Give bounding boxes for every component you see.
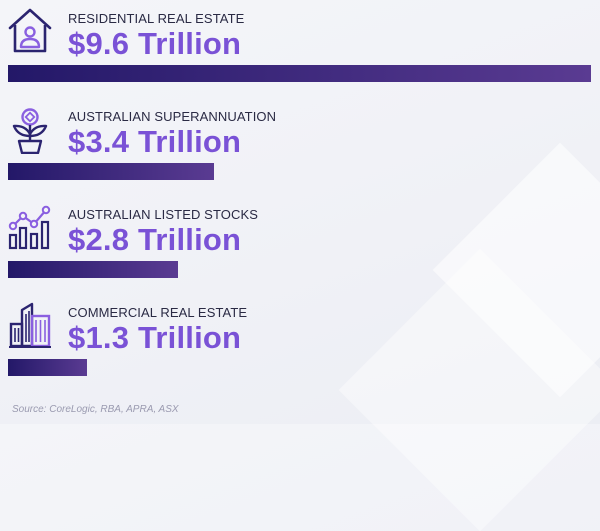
value-label: $2.8 Trillion: [68, 222, 242, 257]
chart-row: AUSTRALIAN SUPERANNUATION $3.4 Trillion: [0, 98, 600, 198]
line-bar-chart-icon: [8, 205, 51, 250]
chart-row: AUSTRALIAN LISTED STOCKS $2.8 Trillion: [0, 196, 600, 296]
plant-coin-icon: [12, 108, 48, 154]
value-label: $1.3 Trillion: [68, 320, 242, 355]
source-note: Source: CoreLogic, RBA, APRA, ASX: [12, 404, 179, 415]
chart-row: RESIDENTIAL REAL ESTATE $9.6 Trillion: [0, 0, 600, 100]
bar: [8, 261, 178, 278]
bar: [8, 359, 87, 376]
bar: [8, 163, 214, 180]
house-person-icon: [8, 8, 52, 53]
category-label: AUSTRALIAN SUPERANNUATION: [68, 109, 277, 124]
buildings-icon: [9, 302, 51, 348]
category-label: AUSTRALIAN LISTED STOCKS: [68, 207, 258, 222]
value-label: $9.6 Trillion: [68, 26, 242, 61]
category-label: COMMERCIAL REAL ESTATE: [68, 305, 248, 320]
bar: [8, 65, 591, 82]
category-label: RESIDENTIAL REAL ESTATE: [68, 11, 245, 26]
chart-row: COMMERCIAL REAL ESTATE $1.3 Trillion: [0, 294, 600, 394]
value-label: $3.4 Trillion: [68, 124, 242, 159]
